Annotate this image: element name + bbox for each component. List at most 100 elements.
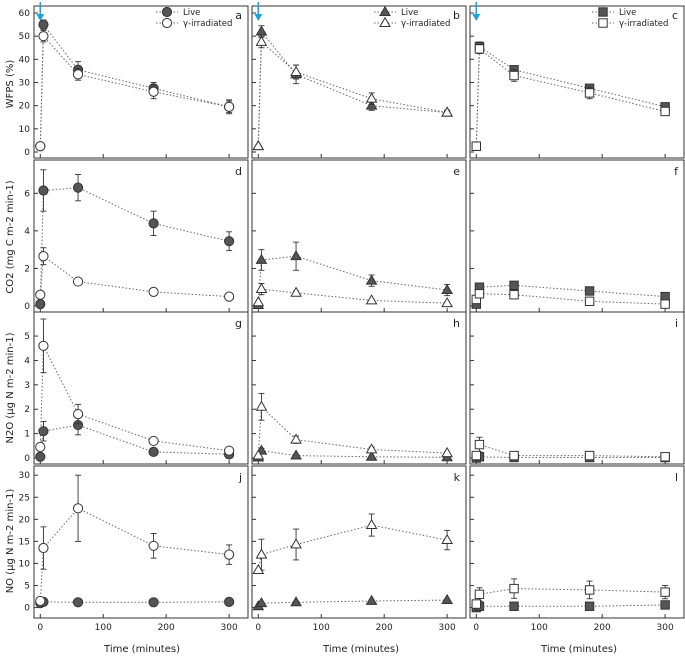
- data-point: [35, 595, 46, 607]
- data-point: [224, 549, 235, 560]
- panel-letter: i: [675, 317, 678, 330]
- legend-entry: γ-irradiated: [183, 19, 232, 29]
- data-point: [38, 185, 49, 196]
- data-point: [441, 593, 453, 605]
- y-tick-label: 4: [24, 227, 30, 237]
- x-tick-label: 300: [657, 623, 674, 633]
- y-tick-label: 3: [24, 381, 30, 391]
- ylabel-wfps: WFPS (%): [5, 60, 16, 109]
- data-point: [660, 452, 670, 462]
- data-point: [660, 299, 670, 309]
- data-point: [255, 548, 268, 559]
- y-tick-label: 6: [24, 189, 30, 199]
- series-live: [252, 593, 453, 611]
- data-point: [365, 294, 378, 305]
- data-point: [365, 518, 378, 530]
- data-point: [72, 182, 84, 193]
- panel-l: 0 100 200 300 l: [469, 465, 685, 633]
- y-tick-label: 0: [24, 454, 30, 464]
- data-point: [35, 441, 46, 453]
- legend-marker: [598, 7, 608, 17]
- y-tick-label: 0: [24, 148, 30, 158]
- data-point: [509, 280, 519, 291]
- panel-frame: [469, 465, 685, 619]
- xlabel-col-2: Time (minutes): [322, 644, 399, 655]
- series-line: [257, 40, 448, 147]
- data-point: [441, 283, 453, 294]
- data-point: [38, 542, 49, 554]
- panel-letter: e: [453, 165, 460, 178]
- series-irradiated: [252, 282, 453, 308]
- y-tick-label: 30: [19, 79, 31, 89]
- data-point: [509, 450, 519, 461]
- data-point: [35, 451, 46, 462]
- data-point: [365, 92, 378, 103]
- legend-marker: [161, 17, 173, 29]
- event-arrow-head: [254, 14, 263, 21]
- data-point: [224, 236, 235, 247]
- data-point: [38, 31, 49, 42]
- data-point: [474, 44, 485, 54]
- series-irradiated: [252, 392, 453, 460]
- data-point: [255, 25, 268, 36]
- data-point: [252, 140, 265, 151]
- x-tick-label: 100: [313, 623, 330, 633]
- data-point: [38, 251, 49, 262]
- x-tick-label: 200: [376, 623, 393, 633]
- legend-entry: Live: [183, 8, 200, 18]
- data-point: [148, 435, 159, 447]
- data-point: [252, 296, 265, 307]
- panel-letter: h: [453, 317, 460, 330]
- xlabel-col-1: Time (minutes): [103, 644, 180, 655]
- legend-marker: [379, 16, 391, 27]
- series-irradiated: [471, 289, 670, 309]
- y-tick-label: 60: [19, 9, 31, 19]
- data-point: [255, 400, 268, 411]
- ylabel-n2o: N2O (μg N m-2 min-1): [5, 332, 16, 443]
- data-point: [474, 439, 485, 450]
- data-point: [35, 289, 46, 300]
- data-point: [474, 589, 485, 600]
- data-point: [471, 599, 481, 609]
- panel-h: h: [251, 311, 467, 465]
- y-tick-label: 4: [24, 356, 30, 366]
- panel-letter: d: [235, 165, 242, 178]
- data-point: [509, 290, 519, 300]
- legend-marker: [161, 6, 173, 18]
- data-point: [255, 253, 268, 264]
- data-point: [509, 70, 519, 81]
- x-tick-label: 200: [594, 623, 611, 633]
- panel-i: i: [469, 311, 685, 465]
- data-point: [72, 276, 84, 287]
- panel-g: 0 1 2 3 4 5 g: [24, 311, 249, 465]
- y-tick-label: 2: [24, 264, 30, 274]
- panel-letter: j: [238, 471, 242, 484]
- data-point: [35, 141, 46, 152]
- data-point: [72, 409, 84, 420]
- data-point: [471, 141, 481, 151]
- data-point: [72, 597, 84, 608]
- data-point: [660, 106, 670, 117]
- x-tick-label: 100: [531, 623, 548, 633]
- y-tick-label: 30: [19, 471, 31, 481]
- y-tick-label: 0: [24, 302, 30, 312]
- series-irradiated: [35, 474, 235, 607]
- y-tick-label: 20: [19, 102, 31, 112]
- legend-marker: [379, 5, 391, 16]
- panel-letter: k: [454, 471, 461, 484]
- data-point: [252, 563, 265, 575]
- legend-entry: γ-irradiated: [401, 19, 450, 29]
- data-point: [252, 449, 265, 460]
- series-line: [257, 30, 448, 147]
- data-point: [471, 450, 481, 461]
- data-point: [148, 86, 159, 97]
- data-point: [224, 291, 235, 302]
- series-irradiated: [471, 578, 670, 609]
- x-tick-label: 200: [158, 623, 175, 633]
- xlabel-col-3: Time (minutes): [540, 644, 617, 655]
